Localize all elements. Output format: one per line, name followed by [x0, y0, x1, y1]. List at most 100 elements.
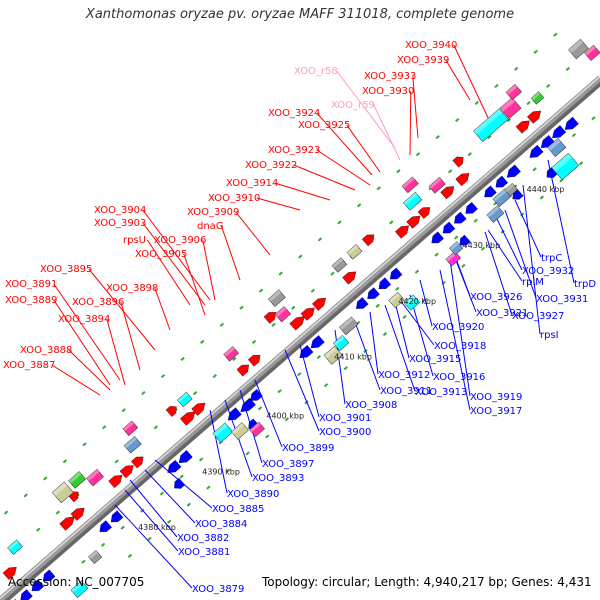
gene-label-xoo_3913: XOO_3913 [415, 387, 467, 398]
guide-dot [343, 366, 348, 371]
forward-gene-arrow [455, 173, 470, 187]
reverse-gene-arrow [459, 234, 471, 246]
guide-dot [245, 451, 250, 456]
guide-dot [278, 271, 283, 276]
gene-label-xoo_3917: XOO_3917 [470, 406, 522, 417]
gene-box-shape [499, 97, 522, 120]
gene-box-shape [86, 468, 104, 487]
leader-line [202, 239, 216, 301]
leader-line [419, 279, 433, 327]
reverse-gene-arrow [390, 267, 403, 280]
leader-line [409, 294, 434, 377]
guide-dot [532, 167, 537, 172]
leader-line [209, 409, 228, 494]
gene-label-xoo_3926: XOO_3926 [470, 292, 522, 303]
leader-line [235, 211, 271, 256]
gene-arrow-shape [250, 389, 263, 401]
forward-gene-arrow [361, 234, 375, 247]
annotation-box [70, 580, 89, 598]
gene-label-xoo_3912: XOO_3912 [378, 370, 430, 381]
gene-label-xoo_3901: XOO_3901 [319, 413, 371, 424]
gene-box-shine [212, 422, 228, 437]
gene-arrow-shape [442, 221, 456, 234]
guide-dot [62, 459, 68, 464]
leader-line [53, 283, 121, 381]
annotation-box [505, 83, 522, 101]
gene-label-xoo_3910: XOO_3910 [208, 193, 260, 204]
guide-dot [200, 339, 205, 344]
kbp-tick-label: 4380 kbp [138, 523, 176, 532]
gene-arrow-shape [70, 507, 85, 521]
gene-label-xoo_3921: XOO_3921 [476, 308, 528, 319]
leader-line [284, 349, 320, 432]
reverse-gene-arrow [564, 116, 579, 130]
reverse-gene-arrow [484, 185, 497, 198]
guide-dot [578, 161, 584, 166]
gene-box-shine [492, 188, 508, 202]
guide-dot [453, 235, 459, 240]
gene-box-shape [505, 83, 522, 101]
gene-label-xoo_3903: XOO_3903 [94, 218, 146, 229]
guide-dot [310, 288, 315, 293]
gene-label-xoo_3911: XOO_3911 [380, 386, 432, 397]
gene-label-xoo_3904: XOO_3904 [94, 205, 146, 216]
leader-line [354, 321, 381, 391]
annotation-box [223, 346, 240, 362]
reverse-gene-arrow [42, 569, 56, 582]
leader-line [68, 349, 111, 391]
gene-label-dnag: dnaG [197, 221, 224, 232]
annotation-box [51, 481, 74, 504]
gene-box-shape [388, 292, 405, 309]
gene-label-xoo_3905: XOO_3905 [135, 249, 187, 260]
gene-label-xoo_3893: XOO_3893 [252, 473, 304, 484]
gene-arrow-shape [59, 516, 75, 531]
gene-box-shine [68, 471, 82, 484]
leader-line [484, 231, 513, 316]
guide-dot [330, 271, 335, 276]
gene-label-xoo_3909: XOO_3909 [187, 207, 239, 218]
guide-dot [121, 408, 126, 413]
annotation-box [331, 257, 348, 273]
annotation-box [274, 306, 292, 323]
gene-label-xoo_3914: XOO_3914 [226, 178, 278, 189]
gene-box-shape [504, 183, 518, 197]
annotation-box [122, 420, 139, 436]
leader-line [445, 59, 471, 101]
gene-label-trpd: trpD [574, 279, 596, 290]
guide-dot [192, 391, 198, 396]
gene-label-rpsu: rpsU [123, 235, 146, 246]
gene-arrow-shape [484, 185, 497, 198]
leader-line [453, 44, 491, 123]
guide-dot [434, 252, 439, 257]
reverse-gene-arrow [465, 201, 478, 214]
reverse-gene-arrow [31, 579, 45, 592]
guide-dot [251, 339, 257, 344]
leader-line [384, 304, 416, 392]
leader-line [487, 229, 523, 282]
reverse-gene-arrow [506, 164, 521, 178]
gene-box-shine [404, 294, 416, 306]
guide-dot [533, 49, 538, 54]
gene-label-xoo_3898: XOO_3898 [106, 283, 158, 294]
reverse-gene-arrow [240, 397, 256, 413]
gene-label-xoo_3932: XOO_3932 [522, 266, 574, 277]
guide-dot [520, 212, 525, 217]
gene-label-xoo_3897: XOO_3897 [262, 459, 314, 470]
guide-dot [513, 66, 519, 71]
gene-box-shine [231, 422, 245, 435]
gene-box-shape [332, 334, 350, 352]
guide-dot [277, 389, 282, 394]
gene-box-shine [88, 550, 99, 560]
gene-label-xoo_3896: XOO_3896 [72, 297, 124, 308]
gene-arrow-shape [564, 116, 579, 130]
annotation-box [88, 549, 103, 565]
gene-box-shape [7, 539, 23, 555]
guide-dot [565, 66, 570, 71]
gene-label-xoo_3890: XOO_3890 [227, 489, 279, 500]
gene-box-shine [323, 346, 338, 359]
gene-arrow-shape [299, 345, 314, 359]
annotation-box [231, 422, 249, 440]
reverse-gene-arrow [442, 221, 456, 234]
guide-dot [455, 117, 460, 123]
gene-arrow-shape [180, 411, 196, 426]
